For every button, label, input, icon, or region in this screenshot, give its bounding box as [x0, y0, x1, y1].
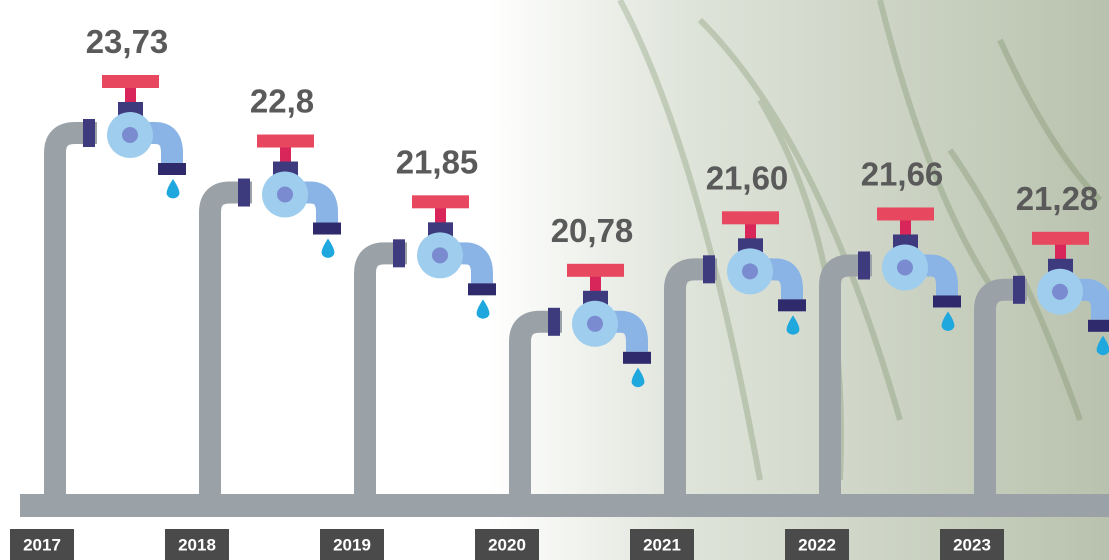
faucet-stem: [900, 219, 911, 236]
faucet-handle: [877, 207, 934, 221]
faucet-pipe: [44, 122, 97, 500]
faucet-body-center: [1052, 283, 1068, 300]
year-label: 2023: [953, 535, 991, 554]
faucet-stem: [125, 87, 136, 103]
year-label: 2019: [333, 535, 371, 554]
faucet-connector: [858, 251, 870, 280]
year-box: [165, 529, 229, 560]
faucet-handle: [1032, 231, 1089, 245]
value-label: 21,66: [861, 155, 944, 192]
value-label: 21,28: [1016, 180, 1099, 217]
water-drop: [476, 299, 490, 319]
faucet-body-center: [897, 259, 913, 276]
faucet-handle: [567, 263, 624, 277]
main-pipe: [20, 494, 1109, 517]
year-box: [10, 529, 74, 560]
faucet-cap: [1048, 258, 1073, 273]
faucet-spout: [755, 258, 803, 300]
faucet-handle: [257, 134, 314, 148]
water-drop: [941, 311, 955, 331]
year-box: [940, 529, 1004, 560]
faucet-body-center: [587, 315, 603, 332]
faucet-pipe: [664, 258, 717, 500]
faucet-spout: [135, 122, 183, 163]
year-label: 2020: [488, 535, 526, 554]
faucet-spout-end: [468, 283, 496, 296]
faucet-stem: [590, 275, 601, 292]
year-box: [630, 529, 694, 560]
faucet-spout-end: [313, 222, 341, 235]
faucet-pipe: [354, 242, 407, 500]
faucet-spout: [1065, 278, 1109, 320]
faucet-handle: [102, 75, 159, 88]
faucet-connector: [238, 178, 250, 207]
faucet-pipe: [974, 278, 1027, 500]
faucet-connector: [83, 119, 95, 147]
value-label: 21,60: [706, 159, 789, 196]
faucet-spout-end: [933, 295, 961, 308]
water-drop: [321, 238, 335, 258]
water-drop: [1096, 335, 1109, 356]
faucet-body-center: [432, 247, 448, 264]
year-box: [320, 529, 384, 560]
year-label: 2022: [798, 535, 836, 554]
faucet-spout-end: [1088, 319, 1109, 332]
water-drop: [166, 179, 180, 199]
faucet-cap: [738, 238, 763, 253]
faucet-pipe: [199, 181, 252, 500]
faucet-handle: [722, 211, 779, 225]
year-label: 2017: [23, 535, 61, 554]
value-label: 23,73: [86, 23, 169, 60]
faucet-spout: [910, 254, 958, 296]
year-label: 2018: [178, 535, 216, 554]
faucet-connector: [393, 239, 405, 268]
faucet-stem: [1055, 243, 1066, 260]
faucet-body-center: [742, 263, 758, 280]
year-label: 2021: [643, 535, 681, 554]
faucet-stem: [745, 223, 756, 240]
faucet-cap: [893, 234, 918, 249]
year-box: [785, 529, 849, 560]
faucet-pipe: [509, 310, 562, 500]
faucet-body-center: [122, 127, 138, 143]
water-drop: [631, 367, 645, 388]
faucet-connector: [548, 307, 560, 336]
faucet-spout: [290, 181, 338, 223]
faucet-spout: [600, 310, 648, 352]
faucet-cap: [428, 222, 453, 237]
faucet-spout: [445, 242, 493, 284]
foliage: [617, 0, 1103, 481]
year-box: [475, 529, 539, 560]
faucet-stem: [280, 146, 291, 163]
value-label: 21,85: [396, 143, 479, 180]
faucet-cap: [583, 290, 608, 305]
faucet-handle: [412, 195, 469, 209]
faucet-stem: [435, 207, 446, 224]
faucet-spout-end: [778, 299, 806, 312]
value-label: 20,78: [551, 212, 634, 249]
faucet-spout-end: [623, 351, 651, 364]
value-label: 22,8: [250, 83, 314, 120]
faucet-body-center: [277, 186, 293, 203]
faucet-connector: [1013, 275, 1025, 304]
faucet-cap: [273, 161, 298, 176]
faucet-pipe: [819, 254, 872, 500]
faucet-cap: [118, 102, 143, 116]
faucet-connector: [703, 255, 715, 284]
water-drop: [786, 315, 800, 335]
faucet-spout-end: [158, 163, 186, 175]
